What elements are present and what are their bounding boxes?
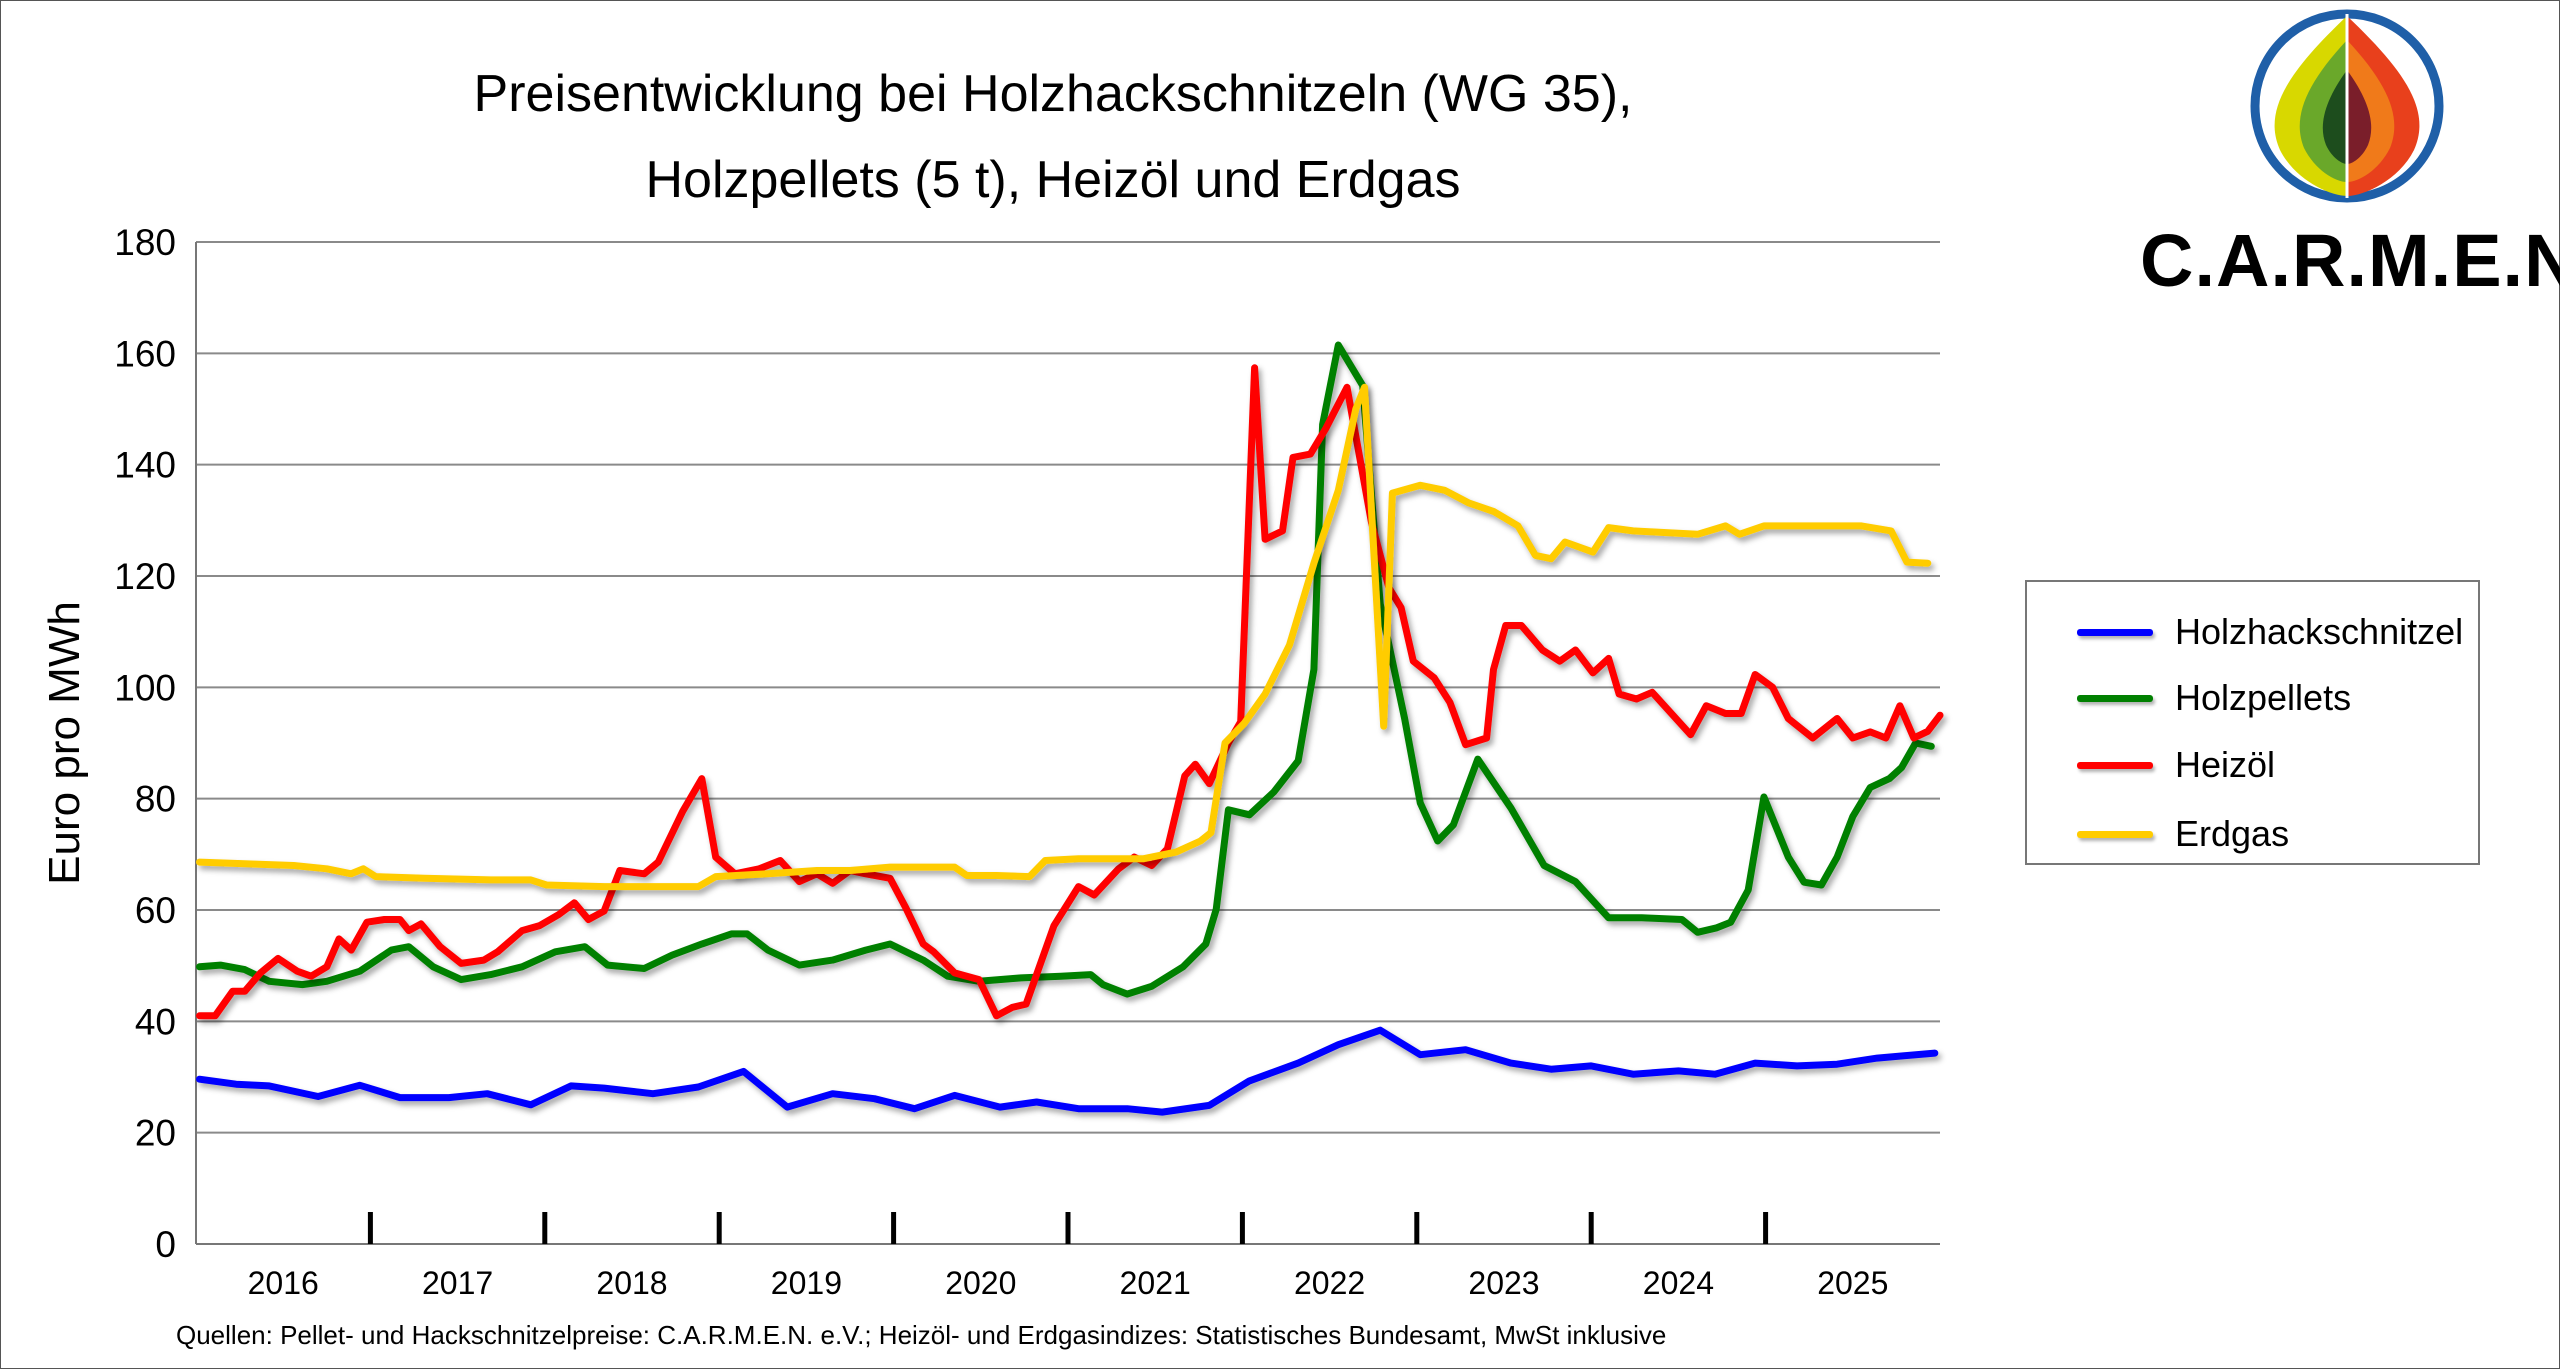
legend-item-erdgas: Erdgas	[2077, 813, 2290, 854]
legend-label: Erdgas	[2175, 813, 2290, 854]
x-tick-label: 2021	[1120, 1265, 1191, 1301]
y-tick-label: 140	[114, 445, 176, 486]
legend-swatch	[2077, 694, 2153, 702]
legend-item-holzhackschnitzel: Holzhackschnitzel	[2077, 611, 2464, 652]
x-tick-label: 2018	[596, 1265, 667, 1301]
y-tick-label: 100	[114, 667, 176, 708]
y-tick-label: 40	[135, 1001, 176, 1042]
y-tick-label: 160	[114, 333, 176, 374]
x-tick-label: 2020	[945, 1265, 1016, 1301]
legend-item-holzpellets: Holzpellets	[2077, 677, 2352, 718]
legend-label: Holzpellets	[2175, 677, 2352, 718]
legend-swatch	[2077, 761, 2153, 769]
x-tick-label: 2019	[771, 1265, 842, 1301]
y-tick-label: 180	[114, 222, 176, 263]
legend: Holzhackschnitzel Holzpellets Heizöl Erd…	[2025, 580, 2480, 865]
x-tick-label: 2017	[422, 1265, 493, 1301]
x-tick-label: 2023	[1468, 1265, 1539, 1301]
x-tick-label: 2025	[1817, 1265, 1888, 1301]
source-note: Quellen: Pellet- und Hackschnitzelpreise…	[176, 1320, 1667, 1350]
chart-title-line-1: Preisentwicklung bei Holzhackschnitzeln …	[473, 65, 1633, 123]
legend-item-heizoel: Heizöl	[2077, 744, 2276, 785]
y-tick-label: 0	[155, 1224, 176, 1265]
y-tick-label: 60	[135, 890, 176, 931]
legend-label: Holzhackschnitzel	[2175, 611, 2464, 652]
series-line-holzhackschnitzel	[196, 1026, 1939, 1116]
series-line-holzpellets	[196, 341, 1935, 998]
y-tick-label: 20	[135, 1113, 176, 1154]
legend-swatch	[2077, 830, 2153, 838]
chart-title-line-2: Holzpellets (5 t), Heizöl und Erdgas	[645, 151, 1461, 209]
x-tick-label: 2024	[1643, 1265, 1714, 1301]
legend-label: Heizöl	[2175, 744, 2276, 785]
carmen-logo-text: C.A.R.M.E.N.	[2140, 219, 2560, 302]
x-tick-label: 2016	[248, 1265, 319, 1301]
y-tick-label: 80	[135, 779, 176, 820]
y-tick-label: 120	[114, 556, 176, 597]
x-tick-label: 2022	[1294, 1265, 1365, 1301]
series-line-heizoel	[196, 364, 1944, 1020]
legend-swatch	[2077, 628, 2153, 636]
series-line-erdgas	[196, 383, 1932, 891]
